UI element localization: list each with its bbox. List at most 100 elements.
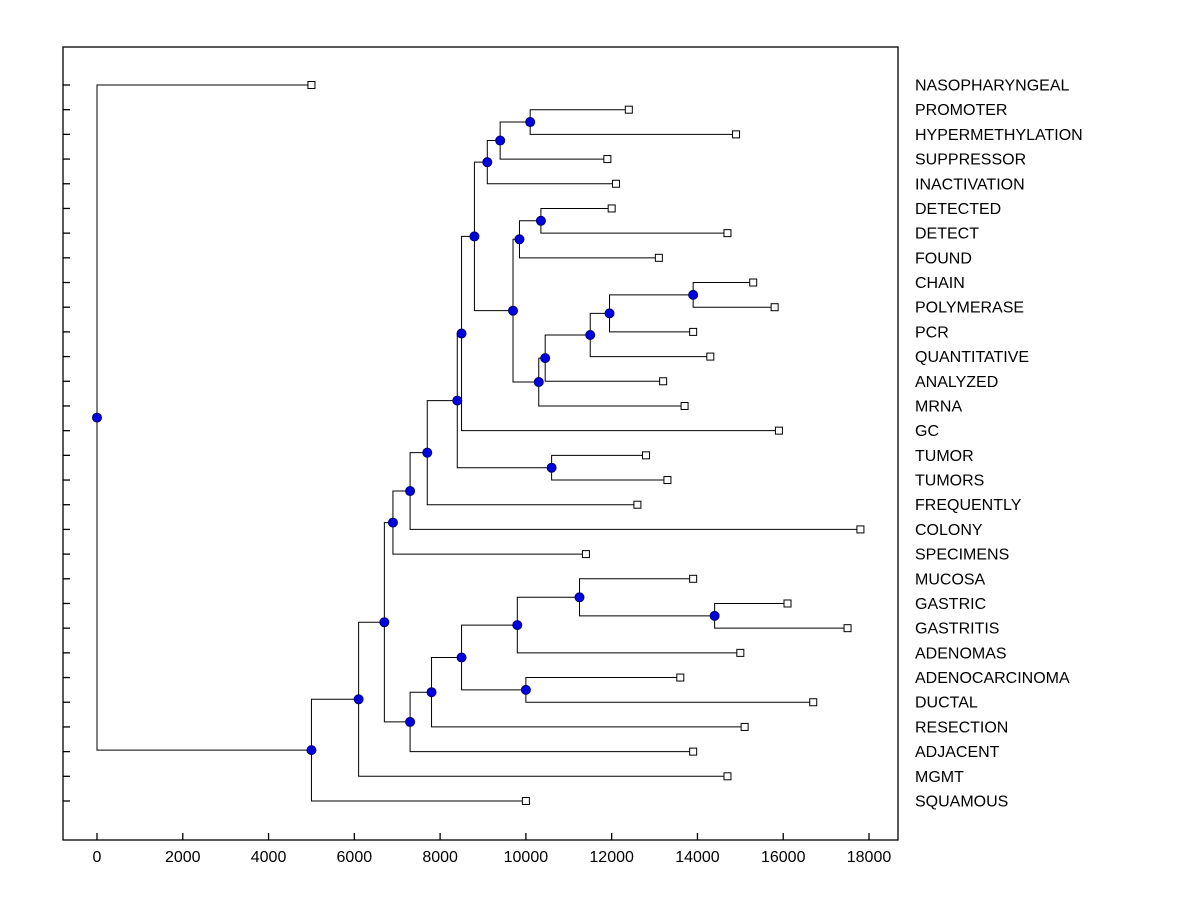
leaf-marker (770, 303, 779, 312)
leaf-marker (307, 81, 316, 89)
cluster-node-marker (456, 652, 467, 663)
leaf-marker (654, 253, 663, 262)
cluster-node-marker (422, 447, 433, 458)
x-tick-label: 16000 (761, 849, 806, 866)
leaf-label: PROMOTER (915, 102, 1007, 119)
cluster-node-marker (405, 716, 416, 727)
leaf-marker (809, 698, 818, 707)
cluster-node-marker (387, 517, 398, 528)
x-tick-label: 12000 (589, 849, 634, 866)
leaf-marker (783, 599, 792, 608)
leaf-label: SQUAMOUS (915, 794, 1008, 811)
leaf-label: MGMT (915, 769, 964, 786)
cluster-node-marker (92, 412, 102, 423)
leaf-marker (740, 722, 749, 731)
leaf-marker (659, 377, 668, 386)
cluster-node-marker (525, 117, 536, 128)
cluster-node-marker (508, 305, 519, 316)
leaf-label: ADJACENT (915, 744, 1000, 761)
leaf-label: COLONY (915, 522, 983, 539)
cluster-node-marker (452, 395, 463, 406)
leaf-marker (736, 648, 745, 657)
cluster-node-marker (520, 684, 531, 695)
plot-border (62, 46, 899, 841)
leaf-label: DUCTAL (915, 695, 978, 712)
leaf-marker (723, 229, 732, 238)
leaf-marker (689, 327, 698, 336)
leaf-marker (521, 797, 530, 805)
cluster-node-marker (512, 620, 523, 631)
leaf-label: GASTRITIS (915, 621, 999, 638)
x-tick-label: 2000 (165, 849, 201, 866)
leaf-marker (581, 550, 590, 559)
leaf-label: SPECIMENS (915, 547, 1009, 564)
leaf-label: DETECT (915, 226, 979, 243)
leaf-label: MRNA (915, 398, 962, 415)
cluster-node-marker (585, 329, 596, 340)
leaf-label: TUMORS (915, 473, 984, 490)
cluster-node-marker (546, 462, 557, 473)
labels: 0 2000 4000 6000 8000 10000 12000 14000 16000 180… (93, 78, 1083, 867)
leaf-label: NASOPHARYNGEAL (915, 78, 1070, 95)
leaf-marker (689, 574, 698, 583)
cluster-node-marker (495, 135, 506, 146)
cluster-node-marker (709, 610, 720, 621)
leaf-marker (843, 624, 852, 633)
leaf-label: CHAIN (915, 275, 965, 292)
leaf-label: GASTRIC (915, 596, 986, 613)
leaf-marker (611, 179, 620, 188)
cluster-node-marker (688, 289, 699, 300)
leaf-label: HYPERMETHYLATION (915, 127, 1083, 144)
cluster-node-marker (353, 694, 364, 705)
cluster-node-marker (379, 617, 390, 628)
leaf-label: TUMOR (915, 448, 974, 465)
leaf-label: MUCOSA (915, 571, 986, 588)
cluster-node-marker (574, 592, 585, 603)
leaf-marker (676, 673, 685, 682)
leaf-label: GC (915, 423, 939, 440)
x-tick-label: 14000 (675, 849, 720, 866)
cluster-node-marker (456, 328, 467, 339)
x-tick-label: 18000 (847, 849, 892, 866)
cluster-node-marker (469, 231, 480, 242)
leaf-marker (774, 426, 783, 435)
leaf-marker (603, 155, 612, 164)
cluster-node-marker (426, 687, 437, 698)
cluster-node-marker (535, 215, 546, 226)
leaf-marker (607, 204, 616, 213)
leaf-marker (732, 130, 741, 139)
leaf-marker (749, 278, 758, 287)
leaf-marker (723, 772, 732, 781)
leaf-label: ADENOMAS (915, 645, 1007, 662)
leaf-marker (633, 500, 642, 509)
leaf-label: PCR (915, 324, 949, 341)
cluster-node-marker (514, 234, 525, 245)
leaf-label: ADENOCARCINOMA (915, 670, 1070, 687)
leaf-label: ANALYZED (915, 374, 998, 391)
leaf-label: INACTIVATION (915, 176, 1025, 193)
leaf-marker (689, 747, 698, 756)
cluster-node-marker (482, 157, 493, 168)
leaf-label: POLYMERASE (915, 300, 1024, 317)
cluster-node-marker (405, 486, 416, 497)
leaf-label: DETECTED (915, 201, 1001, 218)
x-tick-label: 8000 (422, 849, 458, 866)
cluster-node-marker (306, 745, 317, 756)
x-tick-label: 10000 (504, 849, 549, 866)
cluster-node-marker (540, 353, 551, 364)
leaf-marker (641, 451, 650, 460)
leaf-marker (856, 525, 865, 534)
leaf-label: RESECTION (915, 719, 1008, 736)
x-tick-label: 6000 (337, 849, 373, 866)
leaf-label: FREQUENTLY (915, 497, 1022, 514)
markers (92, 81, 865, 805)
leaf-marker (706, 352, 715, 361)
axes (62, 46, 899, 841)
leaf-marker (624, 105, 633, 114)
cluster-node-marker (604, 308, 615, 319)
leaf-label: FOUND (915, 250, 972, 267)
cluster-node-marker (533, 377, 544, 388)
x-tick-label: 0 (93, 849, 102, 866)
